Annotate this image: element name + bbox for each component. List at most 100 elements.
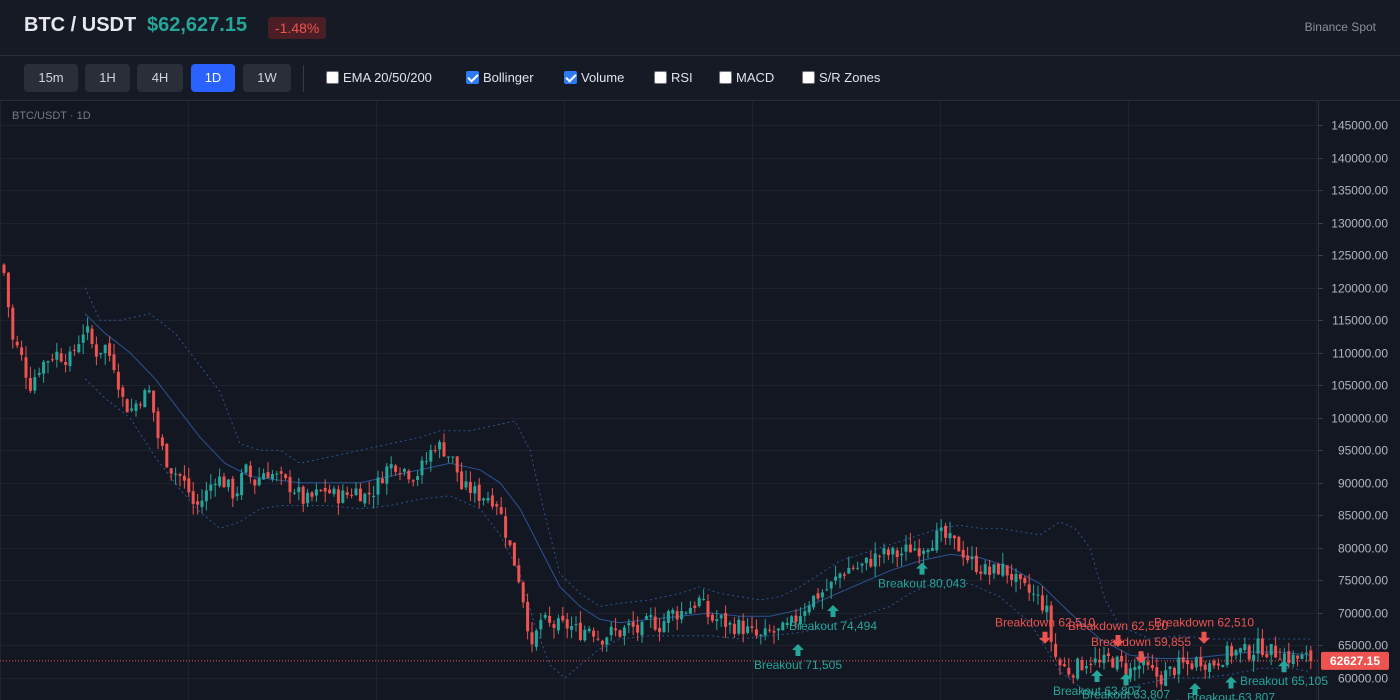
candle-body	[156, 411, 160, 439]
breakout-label: Breakout 80,043	[878, 577, 966, 591]
candle-body	[1093, 658, 1097, 663]
candle-body	[1274, 645, 1278, 658]
candle-body	[81, 334, 85, 343]
candle-body	[59, 353, 63, 362]
candle-body	[407, 470, 411, 480]
candle-body	[116, 371, 120, 390]
candle-body	[565, 619, 569, 629]
rsi-toggle[interactable]: RSI	[654, 70, 693, 85]
price-axis-panel	[1318, 101, 1400, 700]
candle-body	[270, 474, 274, 480]
bollinger-checkbox[interactable]	[466, 71, 479, 84]
candle-body	[1032, 593, 1036, 595]
candle-body	[248, 465, 252, 478]
price-tick-label: 110000.00	[1332, 347, 1388, 361]
ema-toggle[interactable]: EMA 20/50/200	[326, 70, 432, 85]
candle-body	[922, 550, 926, 554]
candle-body	[72, 349, 76, 351]
candle-body	[1159, 675, 1163, 685]
timeframe-4h-button[interactable]: 4H	[137, 64, 183, 92]
candle-body	[235, 493, 239, 497]
timeframe-15m-button[interactable]: 15m	[24, 64, 78, 92]
candle-body	[1014, 573, 1018, 582]
price-tick-label: 85000.00	[1338, 509, 1388, 523]
exchange-label: Binance Spot	[1304, 20, 1376, 34]
candle-body	[706, 601, 710, 617]
candle-body	[275, 473, 279, 475]
candle-body	[587, 628, 591, 632]
candle-body	[812, 595, 816, 608]
candle-body	[948, 533, 952, 539]
candle-body	[380, 478, 384, 483]
candle-body	[209, 484, 213, 491]
candle-body	[55, 351, 59, 360]
candle-body	[1278, 658, 1282, 660]
candle-body	[1146, 661, 1150, 666]
candle-body	[389, 464, 393, 469]
price-chart[interactable]: 145000.00 140000.00 135000.00 130000.00 1250…	[0, 101, 1400, 700]
ema-label: EMA 20/50/200	[343, 70, 432, 85]
candle-body	[600, 640, 604, 645]
macd-checkbox[interactable]	[719, 71, 732, 84]
candle-body	[1300, 654, 1304, 659]
candle-body	[99, 352, 103, 355]
candle-body	[908, 544, 912, 553]
candle-body	[763, 628, 767, 636]
breakdown-label: Breakdown 59,855	[1091, 635, 1191, 649]
candle-body	[1164, 670, 1168, 686]
price-tick-label: 100000.00	[1331, 412, 1388, 426]
candle-body	[394, 465, 398, 472]
candle-body	[609, 626, 613, 636]
candle-body	[174, 473, 178, 475]
candle-body	[341, 490, 345, 503]
candle-body	[213, 484, 217, 486]
sr-zones-toggle[interactable]: S/R Zones	[802, 70, 880, 85]
candle-body	[94, 344, 98, 357]
bollinger-middle-band	[84, 313, 1311, 659]
candle-body	[11, 307, 15, 340]
candle-body	[37, 372, 41, 375]
candle-body	[314, 489, 318, 496]
candle-body	[1128, 668, 1132, 678]
candle-body	[1045, 605, 1049, 613]
candlestick-chart[interactable]: 145000.00 140000.00 135000.00 130000.00 1250…	[0, 101, 1400, 700]
timeframe-1d-button[interactable]: 1D	[191, 64, 235, 92]
breakdown-arrow-icon	[1135, 651, 1147, 664]
candle-body	[1199, 656, 1203, 667]
candle-body	[178, 474, 182, 476]
candle-body	[556, 618, 560, 631]
candle-body	[750, 626, 754, 628]
candle-body	[160, 437, 164, 446]
candle-body	[970, 557, 974, 560]
candle-body	[631, 621, 635, 627]
breakdown-arrow-icon	[1198, 631, 1210, 644]
breakout-arrow-icon	[1091, 670, 1103, 682]
rsi-checkbox[interactable]	[654, 71, 667, 84]
candle-body	[284, 474, 288, 479]
macd-toggle[interactable]: MACD	[719, 70, 774, 85]
candle-body	[1287, 651, 1291, 663]
candle-body	[772, 631, 776, 633]
candle-body	[715, 619, 719, 622]
price-tick-label: 60000.00	[1338, 672, 1388, 686]
candle-body	[521, 582, 525, 603]
price-tick-label: 90000.00	[1338, 477, 1388, 491]
candle-body	[719, 615, 723, 619]
candle-body	[438, 442, 442, 450]
timeframe-1h-button[interactable]: 1H	[85, 64, 130, 92]
timeframe-1w-button[interactable]: 1W	[243, 64, 291, 92]
candle-body	[490, 495, 494, 507]
candle-body	[1010, 574, 1014, 580]
candle-body	[988, 566, 992, 575]
volume-toggle[interactable]: Volume	[564, 70, 624, 85]
bollinger-toggle[interactable]: Bollinger	[466, 70, 534, 85]
candle-body	[1296, 655, 1300, 659]
ema-checkbox[interactable]	[326, 71, 339, 84]
sr-zones-checkbox[interactable]	[802, 71, 815, 84]
candle-body	[847, 568, 851, 574]
candle-body	[310, 492, 314, 497]
volume-checkbox[interactable]	[564, 71, 577, 84]
candle-body	[530, 632, 534, 645]
candle-body	[961, 550, 965, 558]
candle-body	[1133, 667, 1137, 671]
